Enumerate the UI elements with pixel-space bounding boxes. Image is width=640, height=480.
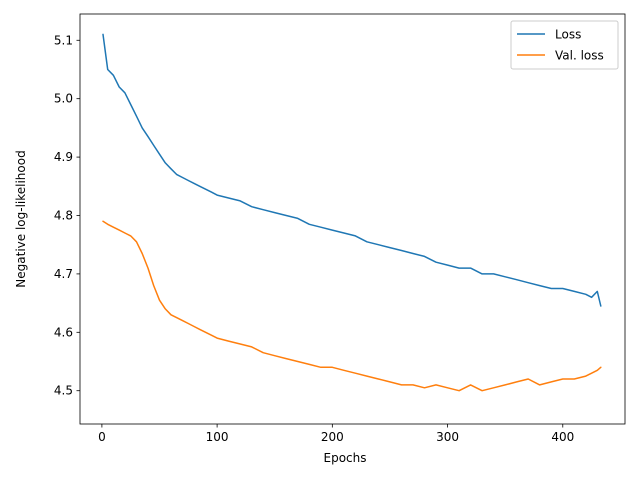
x-tick-label: 0 (98, 430, 106, 444)
series-line-1 (102, 33, 602, 307)
y-tick-label: 5.1 (54, 33, 73, 47)
series-line-2 (102, 220, 602, 392)
y-axis-label: Negative log-likelihood (14, 150, 28, 287)
legend-label-1: Loss (555, 28, 581, 42)
axes: 0 100 200 300 400 4.5 4.6 4.7 4.8 4.9 5.0 5.1 (54, 13, 626, 444)
y-tick-label: 4.7 (54, 267, 73, 281)
x-tick-label: 100 (206, 430, 229, 444)
legend-box (510, 20, 619, 70)
x-tick-label: 200 (321, 430, 344, 444)
x-axis-label: Epochs (324, 451, 367, 465)
x-tick-label: 300 (436, 430, 459, 444)
y-tick-label: 4.5 (54, 384, 73, 398)
y-tick-label: 5.0 (54, 92, 73, 106)
x-tick-label: 400 (551, 430, 574, 444)
y-tick-label: 4.6 (54, 325, 73, 339)
legend-label-2: Val. loss (555, 49, 604, 63)
y-tick-label: 4.9 (54, 150, 73, 164)
y-tick-label: 4.8 (54, 208, 73, 222)
plot-area (102, 33, 602, 392)
axes-frame (79, 13, 626, 425)
legend: Loss Val. loss (510, 20, 619, 70)
